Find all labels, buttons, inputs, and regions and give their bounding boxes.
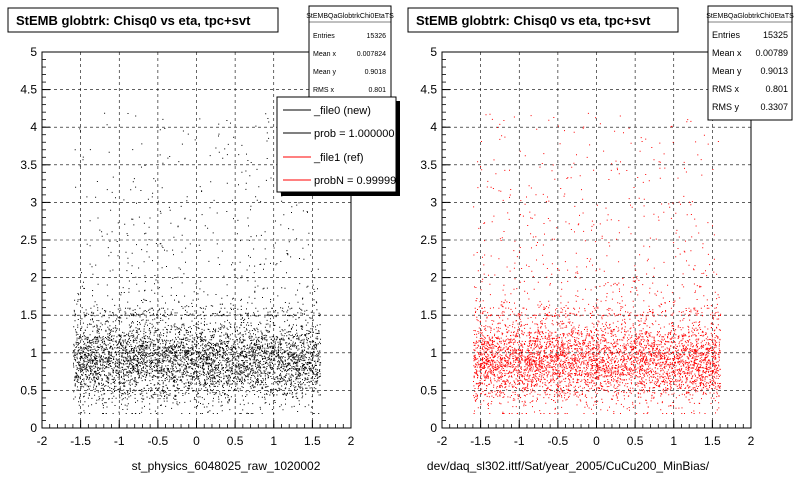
left-scatter-points bbox=[72, 112, 322, 415]
right-stats-box: StEMBQaGlobtrkChi0EtaTS Entries 15325 Me… bbox=[706, 5, 794, 121]
right-stat-entries-value: 15325 bbox=[763, 30, 788, 40]
right-x-tick-label: 2 bbox=[748, 434, 755, 448]
left-x-tick-label: -2 bbox=[37, 434, 48, 448]
right-scatter-marks bbox=[473, 112, 722, 415]
right-y-tick-labels: 0 0.5 1 1.5 2 2.5 3 3.5 4 4.5 5 bbox=[420, 45, 437, 435]
right-chart-panel: StEMB globtrk: Chisq0 vs eta, tpc+svt -2… bbox=[400, 0, 800, 480]
right-x-tick-label: -0.5 bbox=[548, 434, 569, 448]
right-y-tick-label: 3 bbox=[430, 195, 437, 209]
right-stat-rmsy-value: 0.3307 bbox=[760, 102, 788, 112]
right-y-tick-label: 0.5 bbox=[420, 383, 437, 397]
left-stat-meany-label: Mean y bbox=[313, 69, 336, 76]
right-x-tick-label: -1.5 bbox=[470, 434, 491, 448]
left-x-tick-label: 1 bbox=[270, 434, 277, 448]
left-stat-rmsx-label: RMS x bbox=[313, 87, 335, 94]
left-y-tick-label: 4.5 bbox=[20, 83, 37, 97]
left-y-tick-label: 2 bbox=[30, 271, 37, 285]
right-stat-meany-value: 0.9013 bbox=[760, 66, 788, 76]
right-x-tick-label: 1 bbox=[670, 434, 677, 448]
right-axis-ticks bbox=[441, 51, 752, 429]
left-stats-name: StEMBQaGlobtrkChi0EtaTS bbox=[306, 13, 394, 20]
right-stat-rmsx-value: 0.801 bbox=[765, 84, 788, 94]
legend-label-file1: _file1 (ref) bbox=[313, 152, 364, 164]
right-y-tick-label: 1 bbox=[430, 346, 437, 360]
right-y-tick-label: 2.5 bbox=[420, 233, 437, 247]
left-legend: _file0 (new) prob = 1.000000 _file1 (ref… bbox=[276, 96, 402, 196]
right-chart-title: StEMB globtrk: Chisq0 vs eta, tpc+svt bbox=[416, 13, 651, 28]
right-stats-name: StEMBQaGlobtrkChi0EtaTS bbox=[706, 13, 794, 20]
left-axis-ticks bbox=[41, 51, 352, 429]
right-y-tick-label: 4 bbox=[430, 120, 437, 134]
right-x-tick-label: -1 bbox=[514, 434, 525, 448]
right-x-tick-labels: -2 -1.5 -1 -0.5 0 0.5 1 1.5 2 bbox=[437, 434, 755, 448]
left-y-tick-label: 0 bbox=[30, 421, 37, 435]
left-stat-meanx-label: Mean x bbox=[313, 51, 336, 58]
right-scatter-points bbox=[473, 112, 722, 415]
right-x-axis-label: dev/daq_sl302.ittf/Sat/year_2005/CuCu200… bbox=[427, 459, 710, 473]
left-x-tick-label: 1.5 bbox=[304, 434, 321, 448]
left-y-tick-label: 2.5 bbox=[20, 233, 37, 247]
left-title-box bbox=[7, 7, 279, 33]
left-x-tick-label: -0.5 bbox=[148, 434, 169, 448]
left-y-tick-label: 0.5 bbox=[20, 383, 37, 397]
left-x-tick-labels: -2 -1.5 -1 -0.5 0 0.5 1 1.5 2 bbox=[37, 434, 355, 448]
right-y-tick-label: 2 bbox=[430, 271, 437, 285]
right-stat-rmsy-label: RMS y bbox=[712, 102, 740, 112]
left-y-tick-label: 1 bbox=[30, 346, 37, 360]
right-y-tick-label: 4.5 bbox=[420, 83, 437, 97]
right-stat-rmsx-label: RMS x bbox=[712, 84, 740, 94]
left-x-tick-label: 0.5 bbox=[227, 434, 244, 448]
right-y-tick-label: 3.5 bbox=[420, 158, 437, 172]
left-scatter-marks bbox=[72, 112, 322, 415]
right-x-tick-label: 0.5 bbox=[627, 434, 644, 448]
right-title-box bbox=[407, 7, 679, 33]
left-x-tick-label: -1.5 bbox=[70, 434, 91, 448]
right-x-tick-label: 1.5 bbox=[704, 434, 721, 448]
left-stat-rmsx-value: 0.801 bbox=[368, 87, 386, 94]
right-stat-meanx-value: 0.00789 bbox=[755, 48, 788, 58]
left-x-tick-label: 2 bbox=[348, 434, 355, 448]
right-stat-entries-label: Entries bbox=[712, 30, 741, 40]
left-y-tick-labels: 0 0.5 1 1.5 2 2.5 3 3.5 4 4.5 5 bbox=[20, 45, 37, 435]
left-y-tick-label: 3 bbox=[30, 195, 37, 209]
left-stats-box: StEMBQaGlobtrkChi0EtaTS Entries 15326 Me… bbox=[306, 5, 394, 101]
left-chart-title: StEMB globtrk: Chisq0 vs eta, tpc+svt bbox=[16, 13, 251, 28]
legend-label-file0: _file0 (new) bbox=[313, 105, 371, 117]
right-stat-meanx-label: Mean x bbox=[712, 48, 742, 58]
left-chart-svg: StEMB globtrk: Chisq0 vs eta, tpc+svt -2… bbox=[7, 5, 402, 473]
left-y-tick-label: 4 bbox=[30, 120, 37, 134]
left-x-tick-label: 0 bbox=[193, 434, 200, 448]
left-stat-meany-value: 0.9018 bbox=[365, 69, 387, 76]
left-chart-panel: StEMB globtrk: Chisq0 vs eta, tpc+svt -2… bbox=[0, 0, 402, 480]
right-y-tick-label: 1.5 bbox=[420, 308, 437, 322]
right-x-tick-label: 0 bbox=[593, 434, 600, 448]
right-x-tick-label: -2 bbox=[437, 434, 448, 448]
left-y-tick-label: 5 bbox=[30, 45, 37, 59]
legend-label-prob: prob = 1.000000 bbox=[314, 128, 394, 140]
right-chart-svg: StEMB globtrk: Chisq0 vs eta, tpc+svt -2… bbox=[407, 5, 794, 473]
legend-label-probn: probN = 0.999999 bbox=[314, 175, 400, 187]
right-y-tick-label: 5 bbox=[430, 45, 437, 59]
left-stat-entries-label: Entries bbox=[313, 33, 335, 40]
left-x-tick-label: -1 bbox=[114, 434, 125, 448]
right-y-tick-label: 0 bbox=[430, 421, 437, 435]
right-stat-meany-label: Mean y bbox=[712, 66, 742, 76]
left-stat-meanx-value: 0.007824 bbox=[357, 51, 386, 58]
left-y-tick-label: 3.5 bbox=[20, 158, 37, 172]
left-x-axis-label: st_physics_6048025_raw_1020002 bbox=[132, 459, 321, 473]
left-stat-entries-value: 15326 bbox=[367, 33, 387, 40]
left-y-tick-label: 1.5 bbox=[20, 308, 37, 322]
